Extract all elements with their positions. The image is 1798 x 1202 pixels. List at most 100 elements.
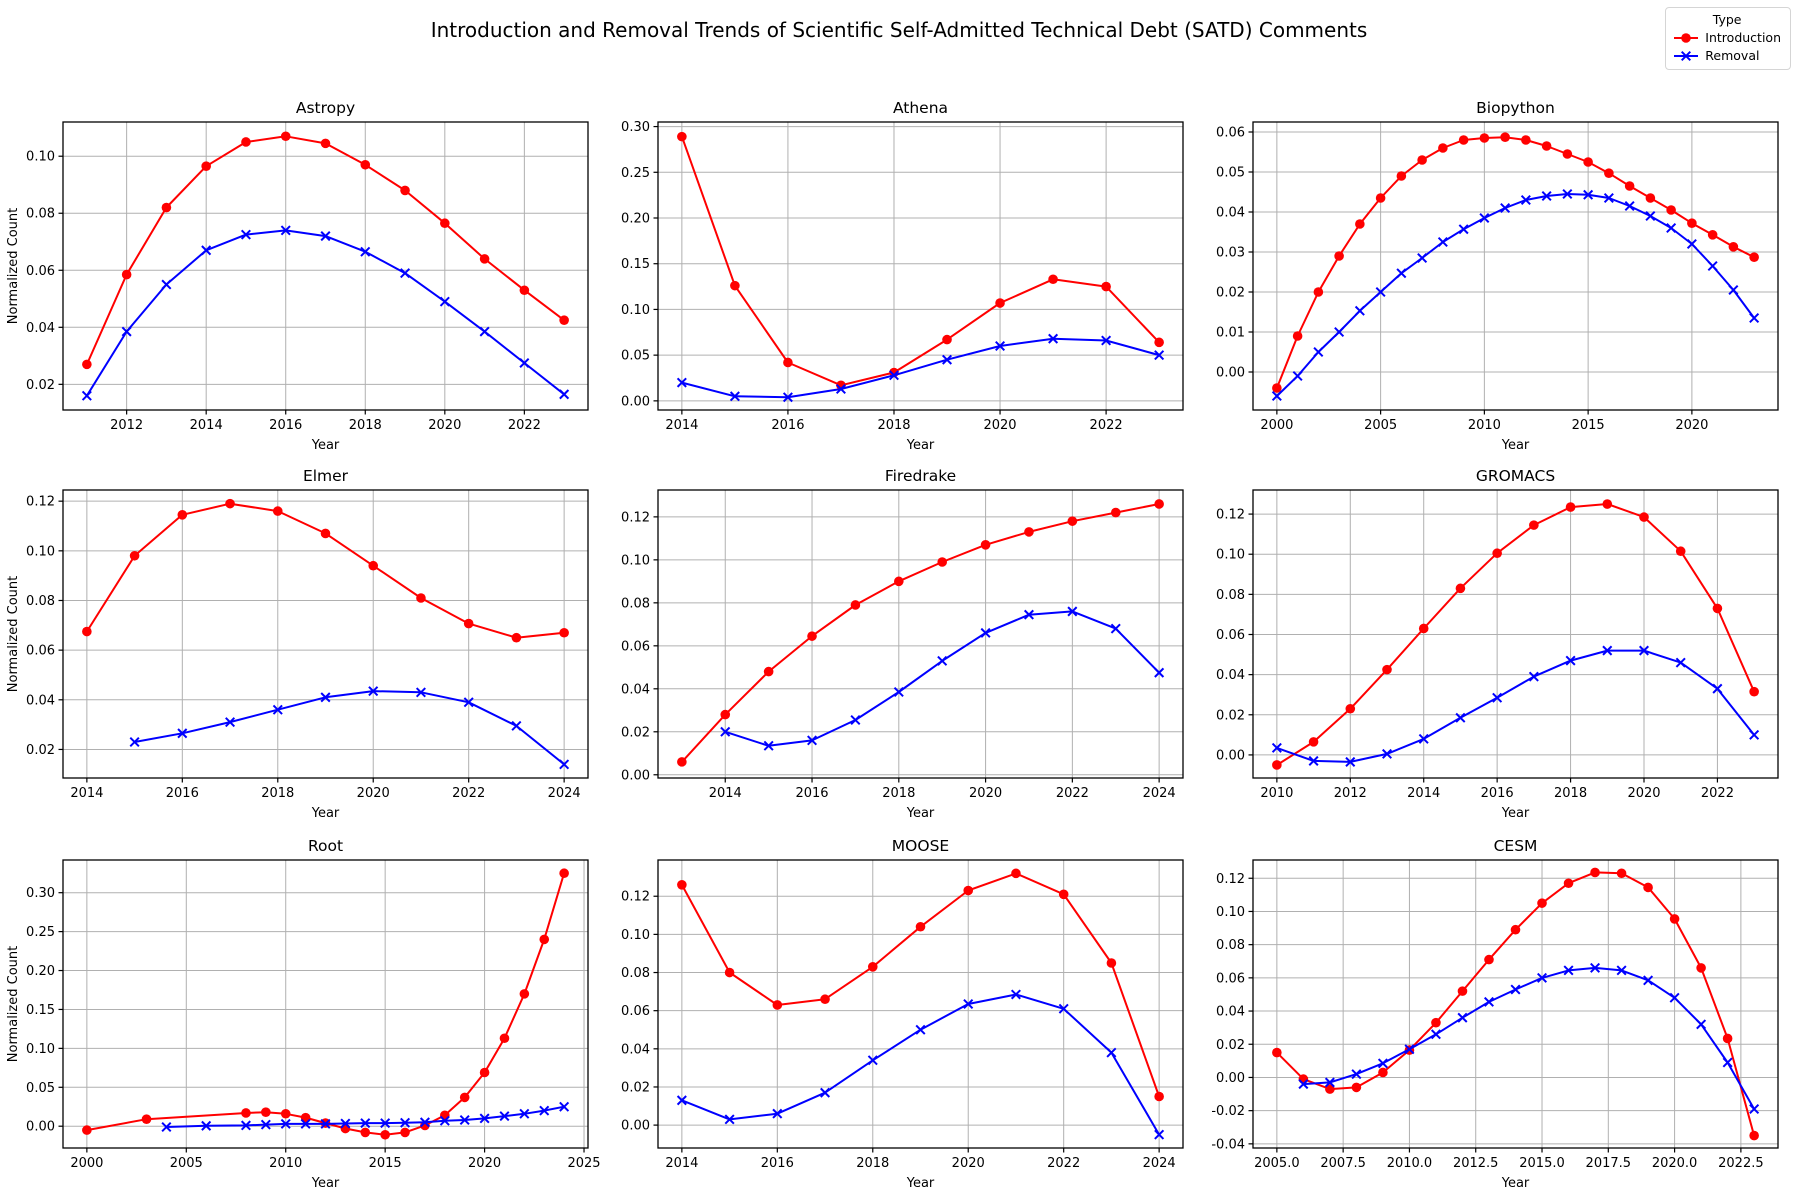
removal-markers (1271, 645, 1760, 767)
data-point-circle (511, 632, 522, 643)
data-point-x (729, 391, 740, 402)
data-point-x (1707, 260, 1718, 272)
data-point-circle (1669, 914, 1680, 924)
data-point-circle (942, 334, 952, 345)
y-tick-label: 0.04 (26, 693, 55, 708)
y-tick-label: 0.05 (26, 1081, 55, 1096)
data-point-x (177, 728, 188, 739)
y-tick-label: 0.10 (26, 150, 55, 165)
data-point-circle (995, 298, 1005, 308)
data-point-circle (1272, 383, 1282, 393)
subplot-root: 2000 2005 2010 2015 2020 2025 0.00 0.05 0.10 0.15… (6, 837, 601, 1191)
y-tick-label: 0.20 (621, 212, 650, 227)
x-tick-label: 2016 (166, 786, 199, 801)
data-point-circle (1749, 1130, 1759, 1141)
removal-markers (676, 333, 1165, 403)
axes-border (1252, 859, 1779, 1149)
introduction-markers (82, 868, 569, 1140)
data-point-circle (1375, 193, 1386, 203)
y-tick-label: 0.10 (26, 544, 55, 559)
data-point-circle (1355, 219, 1365, 229)
data-point-x (1666, 222, 1677, 234)
figure-title: Introduction and Removal Trends of Scien… (430, 18, 1368, 42)
data-point-circle (1666, 205, 1676, 215)
x-tick-label: 2020 (357, 786, 390, 801)
data-point-circle (1457, 986, 1468, 996)
x-tick-label: 2022.5 (1718, 1156, 1764, 1171)
data-point-x (1271, 390, 1282, 402)
data-point-x (820, 1087, 831, 1098)
x-tick-label: 2014 (709, 786, 742, 801)
axes-border (657, 489, 1184, 779)
y-tick-label: 0.25 (26, 925, 55, 940)
y-tick-label: 0.04 (1216, 206, 1245, 221)
x-tick-label: 2020.0 (1652, 1156, 1698, 1171)
data-point-circle (280, 1108, 291, 1119)
data-point-circle (807, 631, 817, 641)
y-tick-label: 0.06 (621, 1004, 650, 1019)
y-tick-label: 0.10 (1216, 548, 1245, 563)
x-tick-label: 2010 (1468, 418, 1501, 433)
data-point-circle (772, 1000, 783, 1010)
data-point-circle (720, 709, 731, 720)
removal-line (1276, 649, 1755, 763)
data-point-circle (915, 921, 926, 932)
y-tick-label: 0.12 (1216, 508, 1245, 523)
x-tick-label: 2018 (349, 418, 382, 433)
data-point-circle (1378, 1067, 1388, 1078)
x-axis-label: Year (906, 806, 935, 821)
data-point-circle (1334, 251, 1344, 261)
data-point-x (1455, 712, 1466, 723)
data-point-circle (1024, 527, 1034, 537)
data-point-circle (1696, 963, 1706, 973)
x-tick-label: 2024 (1143, 786, 1176, 801)
data-point-x (240, 1120, 251, 1131)
x-tick-label: 2020 (969, 786, 1002, 801)
data-point-x (850, 714, 861, 725)
data-point-circle (1154, 337, 1164, 348)
data-point-circle (241, 137, 251, 147)
y-tick-label: 0.08 (26, 207, 55, 222)
data-point-circle (1675, 546, 1686, 557)
data-point-x (1624, 200, 1635, 212)
data-point-x (1110, 623, 1121, 634)
x-tick-label: 2018 (856, 1156, 889, 1171)
data-point-x (280, 225, 291, 236)
x-tick-label: 2017.5 (1586, 1156, 1632, 1171)
removal-markers (129, 686, 570, 770)
data-point-x (1308, 755, 1319, 766)
data-point-x (240, 229, 251, 240)
data-point-x (893, 687, 904, 698)
x-tick-label: 2016 (771, 418, 804, 433)
data-point-circle (730, 280, 740, 291)
data-point-x (260, 1119, 271, 1130)
y-tick-label: 0.30 (26, 886, 55, 901)
y-tick-label: 0.02 (1216, 1038, 1245, 1053)
data-point-x (1563, 965, 1574, 976)
data-point-x (1583, 189, 1594, 200)
y-axis-label: Normalized Count (6, 208, 21, 324)
legend-item-introduction: Introduction (1673, 30, 1781, 45)
y-tick-label: 0.12 (621, 510, 650, 525)
data-point-circle (261, 1107, 271, 1117)
data-point-circle (1298, 1074, 1309, 1084)
data-point-x (1645, 210, 1656, 222)
x-tick-label: 2014 (190, 418, 223, 433)
subplot-title: MOOSE (892, 837, 949, 855)
y-tick-label: 0.08 (26, 594, 55, 609)
y-tick-label: 0.06 (1216, 971, 1245, 986)
x-tick-label: 2018 (261, 786, 294, 801)
x-tick-label: 2014 (1407, 786, 1440, 801)
data-point-x (559, 759, 570, 770)
data-point-x (1430, 1029, 1441, 1040)
data-point-circle (340, 1123, 351, 1134)
data-point-x (1638, 645, 1650, 656)
y-tick-label: 0.00 (621, 768, 650, 783)
y-tick-label: 0.20 (26, 964, 55, 979)
data-point-circle (1308, 737, 1319, 747)
introduction-line (86, 872, 566, 1136)
y-axis-label: Normalized Count (6, 576, 21, 692)
data-point-x (1271, 742, 1282, 753)
y-tick-label: 0.10 (621, 303, 650, 318)
data-point-x (1712, 683, 1723, 694)
